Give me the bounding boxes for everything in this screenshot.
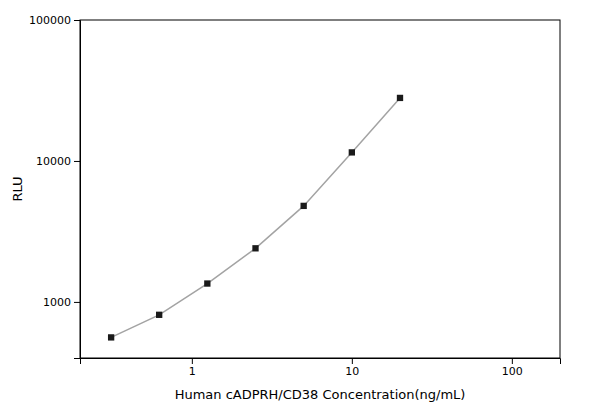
plot-frame: [80, 20, 560, 358]
tick-mark: [74, 20, 80, 21]
point: [349, 149, 355, 155]
point: [397, 95, 403, 101]
chart: 1 10 100 1000 10000 100000 Human cADPRH/CD38 C…: [0, 0, 590, 413]
tick-mark: [512, 358, 513, 364]
tick-mark: [74, 161, 80, 162]
tick-label: 100: [502, 365, 523, 378]
tick-mark: [192, 358, 193, 364]
point: [204, 280, 210, 286]
tick-mark: [74, 302, 80, 303]
tick-label: 1000: [43, 296, 71, 309]
y-axis-title: RLU: [10, 176, 25, 201]
axis-line: [74, 21, 81, 359]
x-axis-title: Human cADPRH/CD38 Concentration(ng/mL): [175, 387, 466, 402]
series: [108, 95, 403, 341]
point: [108, 334, 114, 340]
y-axis: 1000 10000 100000: [29, 14, 81, 358]
tick-label: 100000: [29, 14, 71, 27]
tick: 1000: [43, 296, 80, 309]
tick-label: 10000: [36, 155, 71, 168]
x-axis: 1 10 100: [81, 358, 561, 378]
plot: 1 10 100 1000 10000 100000: [29, 14, 561, 378]
tick: 100000: [29, 14, 80, 27]
point: [301, 203, 307, 209]
tick: 10000: [36, 155, 80, 168]
point: [156, 312, 162, 318]
tick: 10: [345, 358, 359, 378]
tick: 1: [189, 358, 196, 378]
tick-label: 10: [345, 365, 359, 378]
tick: 100: [502, 358, 523, 378]
tick-mark: [352, 358, 353, 364]
point: [252, 245, 258, 251]
tick-label: 1: [189, 365, 196, 378]
axis-line: [81, 359, 561, 365]
line: [111, 98, 400, 337]
